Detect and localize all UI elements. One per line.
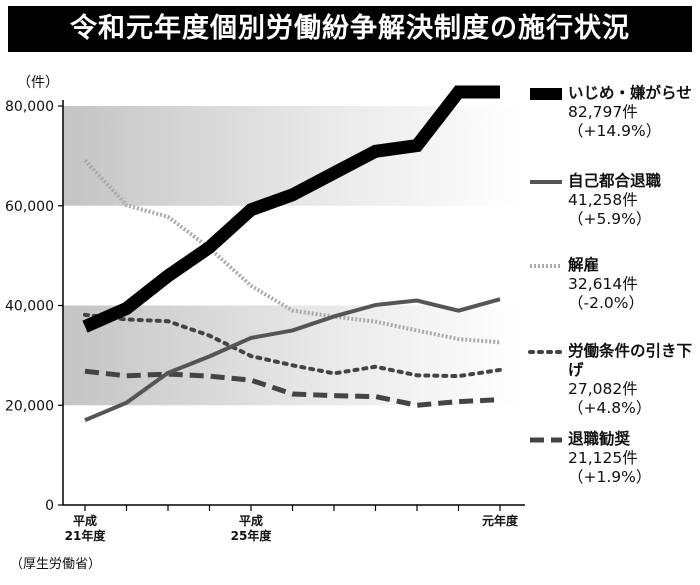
- y-axis-unit: （件）: [17, 75, 59, 91]
- legend-count: 21,125件: [568, 449, 638, 467]
- legend-change: （+14.9%）: [568, 122, 662, 140]
- legend-count: 41,258件: [568, 191, 638, 209]
- y-tick-label: 60,000: [5, 199, 54, 215]
- legend-line-icon: [528, 350, 564, 354]
- legend-change: （+5.9%）: [568, 210, 652, 228]
- legend-name: 労働条件の引き下げ: [568, 342, 693, 379]
- series-line-3: [83, 312, 502, 379]
- legend-name: いじめ・嫌がらせ: [568, 84, 692, 102]
- legend-name: 解雇: [568, 256, 600, 274]
- legend-count: 82,797件: [568, 103, 638, 121]
- y-tick-label: 80,000: [5, 99, 54, 115]
- x-tick-label: 25年度: [231, 528, 273, 543]
- y-tick-label: 40,000: [5, 299, 54, 315]
- legend-change: （+1.9%）: [568, 468, 652, 486]
- x-tick-label: 元年度: [482, 513, 519, 528]
- legend-name: 自己都合退職: [568, 172, 662, 190]
- y-tick-label: 20,000: [5, 398, 54, 414]
- source-note: （厚生労働省）: [10, 557, 102, 572]
- legend-line-icon: [530, 437, 562, 443]
- legend-name: 退職勧奨: [568, 430, 631, 448]
- band-20k-40k: [63, 305, 525, 406]
- legend-count: 32,614件: [568, 275, 638, 293]
- series-line-2: [83, 158, 501, 345]
- legend-count: 27,082件: [568, 380, 638, 398]
- series-line-1: [84, 297, 501, 423]
- legend-change: （+4.8%）: [568, 399, 652, 417]
- legend-line-icon: [530, 264, 562, 268]
- legend-change: （-2.0%）: [568, 294, 644, 312]
- series-line-0: [82, 85, 500, 333]
- legend-line-icon: [530, 88, 562, 100]
- chart-title: 令和元年度個別労働紛争解決制度の施行状況: [8, 6, 692, 52]
- y-tick-label: 0: [45, 498, 54, 514]
- series-line-4: [84, 368, 501, 408]
- x-tick-label: 平成: [239, 513, 263, 528]
- x-tick-label: 21年度: [65, 528, 107, 543]
- legend-line-icon: [530, 180, 562, 184]
- x-tick-label: 平成: [73, 513, 97, 528]
